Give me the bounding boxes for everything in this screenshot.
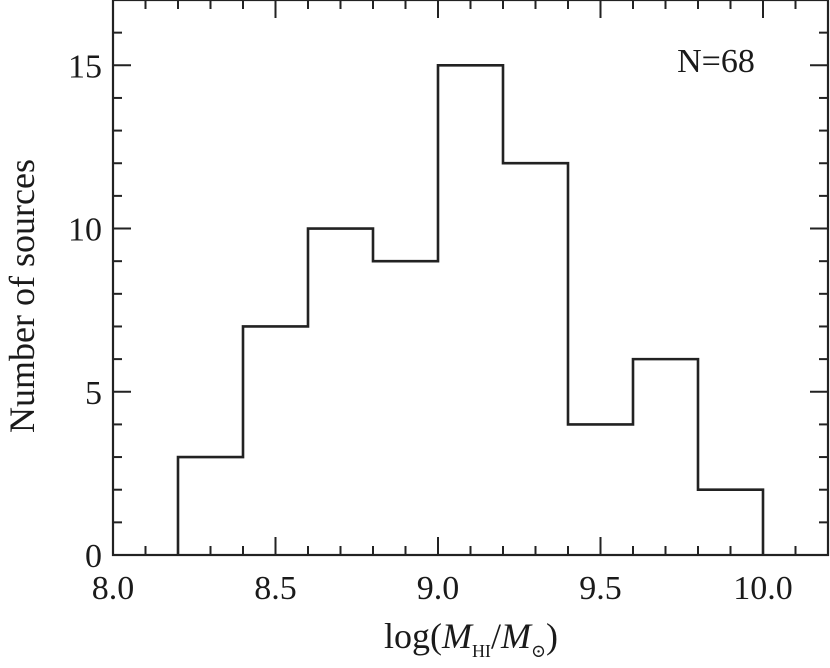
histogram-bin xyxy=(438,65,503,555)
histogram-bin xyxy=(178,457,243,555)
histogram-bin xyxy=(503,163,568,555)
y-tick-label: 0 xyxy=(85,538,102,575)
x-axis-title-mass-symbol: M xyxy=(441,616,474,656)
y-tick-label: 10 xyxy=(68,212,102,249)
histogram-bin xyxy=(373,261,438,555)
x-axis-title-solar-mass-symbol: M xyxy=(500,616,533,656)
histogram-bin xyxy=(308,229,373,555)
y-axis-title: Number of sources xyxy=(2,159,42,433)
x-axis-title-sun-subscript: ⊙ xyxy=(531,641,546,661)
histogram-bin xyxy=(243,326,308,555)
x-tick-label: 8.5 xyxy=(254,570,297,607)
histogram-bin xyxy=(633,359,698,555)
y-tick-label: 5 xyxy=(85,375,102,412)
y-tick-label: 15 xyxy=(68,48,102,85)
x-tick-label: 9.0 xyxy=(417,570,460,607)
x-tick-label: 10.0 xyxy=(733,570,793,607)
sample-size-annotation: N=68 xyxy=(677,43,755,80)
tick-marks xyxy=(112,0,829,556)
x-axis-title: log(MHI/M⊙) xyxy=(384,616,558,661)
x-tick-label: 8.0 xyxy=(92,570,135,607)
x-axis-title-hi-subscript: HI xyxy=(472,641,491,661)
x-axis-title-prefix: log( xyxy=(384,616,442,656)
histogram-bin xyxy=(698,490,763,555)
histogram-bin xyxy=(568,424,633,555)
histogram-step-line xyxy=(176,63,765,555)
x-tick-label: 9.5 xyxy=(579,570,622,607)
tick-labels: 8.0 8.5 9.0 9.5 10.0 0 5 10 15 xyxy=(68,48,793,607)
x-axis-title-suffix: ) xyxy=(546,616,558,656)
x-axis-title-separator: / xyxy=(491,616,501,656)
